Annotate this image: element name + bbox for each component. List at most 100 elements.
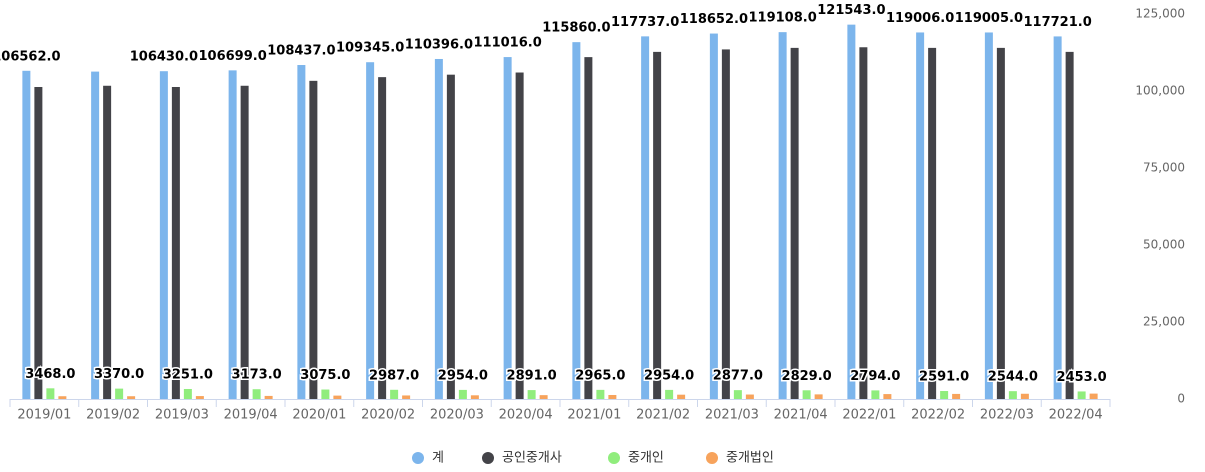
x-tick-label: 2020/02 bbox=[361, 408, 415, 423]
bar bbox=[745, 394, 754, 399]
data-label: 2965.0 bbox=[575, 368, 625, 383]
bar bbox=[584, 57, 593, 400]
data-label: 2829.0 bbox=[782, 369, 832, 384]
data-label: 106699.0 bbox=[198, 49, 266, 64]
data-label: 119005.0 bbox=[955, 11, 1023, 26]
bar bbox=[321, 389, 330, 399]
x-tick-label: 2021/02 bbox=[636, 408, 690, 423]
bar bbox=[159, 71, 168, 399]
y-tick-label: 125,000 bbox=[1135, 7, 1185, 21]
bar bbox=[58, 396, 67, 399]
bar bbox=[297, 65, 306, 399]
y-tick-label: 100,000 bbox=[1135, 84, 1185, 98]
bar bbox=[871, 390, 880, 399]
bar bbox=[240, 85, 249, 399]
data-label: 2794.0 bbox=[850, 369, 900, 384]
data-label: 3468.0 bbox=[25, 367, 75, 382]
bar bbox=[653, 51, 662, 399]
bar bbox=[996, 47, 1005, 399]
bar bbox=[928, 47, 937, 399]
legend-label[interactable]: 계 bbox=[432, 451, 444, 466]
data-label: 2987.0 bbox=[369, 368, 419, 383]
bar bbox=[390, 389, 399, 399]
bar bbox=[916, 32, 925, 400]
data-label: 2891.0 bbox=[507, 369, 557, 384]
legend-label[interactable]: 중개법인 bbox=[726, 451, 774, 466]
bar bbox=[103, 85, 112, 399]
bar bbox=[721, 49, 730, 400]
x-tick-label: 2022/04 bbox=[1049, 408, 1103, 423]
bar bbox=[503, 57, 512, 400]
bar bbox=[115, 388, 124, 399]
x-tick-label: 2020/04 bbox=[499, 408, 553, 423]
legend-marker[interactable] bbox=[608, 452, 620, 464]
bar bbox=[883, 394, 892, 399]
bar bbox=[228, 70, 237, 400]
bar bbox=[596, 389, 605, 399]
data-label: 117737.0 bbox=[611, 15, 679, 30]
bar bbox=[814, 394, 823, 399]
bar bbox=[333, 395, 342, 399]
bar bbox=[46, 388, 55, 399]
bar bbox=[641, 36, 650, 399]
bar bbox=[847, 24, 856, 400]
data-label: 2954.0 bbox=[644, 368, 694, 383]
legend-marker[interactable] bbox=[706, 452, 718, 464]
bar bbox=[264, 395, 273, 399]
legend-marker[interactable] bbox=[412, 452, 424, 464]
data-label: 3370.0 bbox=[94, 367, 144, 382]
x-tick-label: 2022/01 bbox=[842, 408, 896, 423]
y-tick-label: 75,000 bbox=[1143, 161, 1185, 175]
bar bbox=[539, 395, 548, 399]
data-label: 2544.0 bbox=[988, 370, 1038, 385]
bar bbox=[572, 42, 581, 400]
x-tick-label: 2021/04 bbox=[774, 408, 828, 423]
data-label: 106430.0 bbox=[130, 50, 198, 65]
data-label: 111016.0 bbox=[473, 36, 541, 51]
data-label: 121543.0 bbox=[817, 3, 885, 18]
bar bbox=[366, 62, 375, 399]
bar bbox=[34, 86, 43, 399]
legend-label[interactable]: 공인중개사 bbox=[502, 451, 562, 466]
x-tick-label: 2019/04 bbox=[224, 408, 278, 423]
bar bbox=[665, 389, 674, 399]
legend-marker[interactable] bbox=[482, 452, 494, 464]
bar bbox=[402, 395, 411, 399]
bar bbox=[458, 389, 467, 399]
bar bbox=[171, 86, 180, 399]
bar bbox=[434, 58, 443, 400]
bar bbox=[127, 396, 136, 399]
y-tick-label: 0 bbox=[1177, 392, 1185, 406]
bar bbox=[733, 390, 742, 399]
data-label: 110396.0 bbox=[405, 37, 473, 52]
bar bbox=[309, 80, 318, 399]
x-tick-label: 2022/02 bbox=[911, 408, 965, 423]
data-label: 108437.0 bbox=[267, 44, 335, 59]
bar bbox=[378, 77, 387, 399]
bar bbox=[940, 391, 949, 399]
legend-label[interactable]: 중개인 bbox=[628, 451, 664, 466]
bar bbox=[952, 393, 961, 399]
bar bbox=[183, 388, 192, 399]
bar bbox=[709, 33, 718, 399]
data-label: 2877.0 bbox=[713, 369, 763, 384]
bar bbox=[1053, 36, 1062, 400]
bar bbox=[677, 394, 686, 399]
data-label: 119108.0 bbox=[748, 11, 816, 26]
bar bbox=[859, 47, 868, 399]
data-label: 2591.0 bbox=[919, 370, 969, 385]
bar bbox=[91, 71, 100, 399]
bar bbox=[446, 74, 455, 400]
bar bbox=[470, 395, 479, 399]
bar bbox=[1008, 391, 1017, 399]
data-label: 2453.0 bbox=[1057, 370, 1107, 385]
data-label: 115860.0 bbox=[542, 21, 610, 36]
data-label: 2954.0 bbox=[438, 368, 488, 383]
data-label: 109345.0 bbox=[336, 41, 404, 56]
bar bbox=[22, 70, 31, 400]
bar bbox=[608, 394, 617, 399]
bar bbox=[252, 389, 261, 399]
bar bbox=[1089, 393, 1098, 399]
